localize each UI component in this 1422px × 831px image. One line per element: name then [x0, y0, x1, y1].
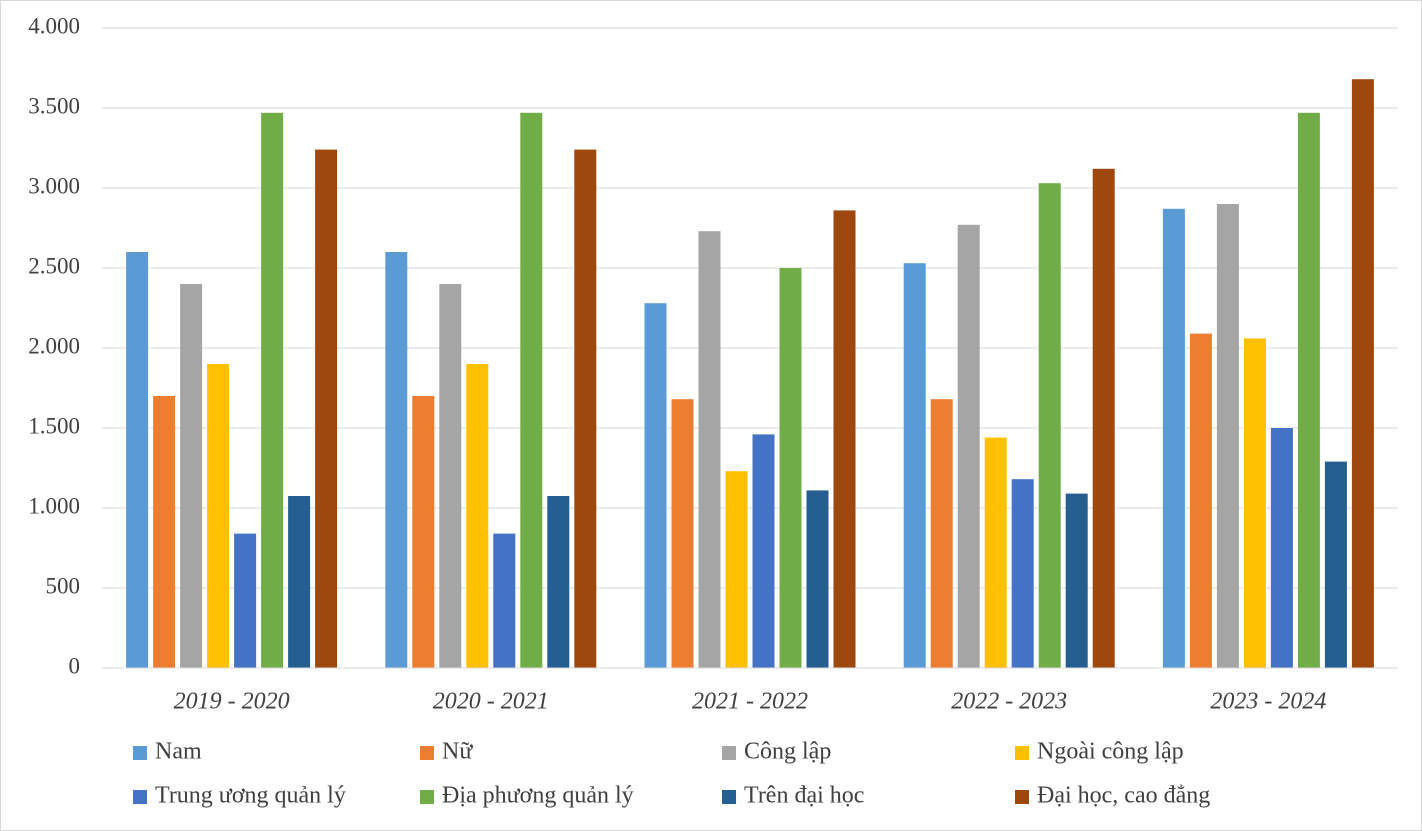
y-tick-label: 500	[46, 573, 81, 598]
y-tick-label: 3.500	[28, 93, 80, 118]
bar	[1065, 493, 1088, 668]
bar	[1189, 333, 1212, 668]
bar	[180, 284, 203, 668]
legend-swatch	[722, 790, 736, 804]
bar	[288, 496, 311, 668]
bar	[385, 252, 408, 668]
bar	[1092, 168, 1115, 669]
bar	[779, 268, 802, 668]
bar	[930, 399, 953, 668]
x-tick-label: 2022 - 2023	[951, 689, 1067, 715]
bar	[671, 399, 694, 668]
bar	[261, 112, 284, 669]
bar	[1243, 338, 1266, 668]
y-tick-label: 1.500	[28, 413, 80, 438]
bar	[957, 224, 980, 669]
bar	[126, 252, 149, 668]
bar	[1216, 204, 1239, 668]
legend-swatch	[133, 746, 147, 760]
legend-swatch	[1015, 746, 1029, 760]
legend-label: Trung ương quản lý	[155, 783, 346, 809]
y-tick-label: 4.000	[28, 13, 80, 38]
bar	[153, 396, 176, 668]
legend-label: Trên đại học	[744, 783, 864, 809]
legend-swatch	[1015, 790, 1029, 804]
legend-label: Ngoài công lập	[1037, 739, 1184, 765]
y-tick-label: 1.000	[28, 493, 80, 518]
bar	[1351, 79, 1374, 668]
bar	[903, 263, 926, 668]
bar	[1270, 428, 1293, 668]
x-tick-label: 2021 - 2022	[692, 689, 808, 715]
bar	[493, 533, 516, 668]
bar	[1324, 461, 1347, 668]
bar	[520, 112, 543, 669]
bar	[1297, 112, 1320, 669]
legend-swatch	[133, 790, 147, 804]
bar	[574, 149, 597, 669]
bar	[752, 434, 775, 668]
legend-swatch	[420, 746, 434, 760]
x-tick-label: 2019 - 2020	[174, 689, 290, 715]
x-tick-label: 2020 - 2021	[433, 689, 549, 715]
legend-label: Địa phương quản lý	[442, 783, 634, 809]
bar	[725, 471, 748, 668]
bar	[644, 303, 667, 668]
legend-swatch	[722, 746, 736, 760]
bar	[466, 364, 489, 668]
bar	[1038, 183, 1061, 668]
bar	[1162, 208, 1185, 669]
x-tick-label: 2023 - 2024	[1210, 689, 1326, 715]
bar	[698, 231, 721, 668]
bar	[315, 149, 338, 669]
bar	[439, 284, 462, 668]
legend-label: Nữ	[442, 739, 473, 765]
bar	[833, 210, 856, 668]
bar	[234, 533, 257, 668]
legend-label: Đại học, cao đẳng	[1037, 783, 1210, 809]
bar	[412, 396, 435, 668]
bar	[984, 437, 1007, 668]
y-tick-label: 2.500	[28, 253, 80, 278]
bar	[1011, 479, 1034, 668]
legend-label: Nam	[155, 739, 202, 765]
y-tick-label: 3.000	[28, 173, 80, 198]
bar	[207, 364, 230, 668]
y-tick-label: 2.000	[28, 333, 80, 358]
legend-label: Công lập	[744, 739, 831, 765]
y-tick-label: 0	[69, 653, 81, 678]
legend-swatch	[420, 790, 434, 804]
bar	[547, 496, 570, 668]
bar	[806, 490, 829, 668]
